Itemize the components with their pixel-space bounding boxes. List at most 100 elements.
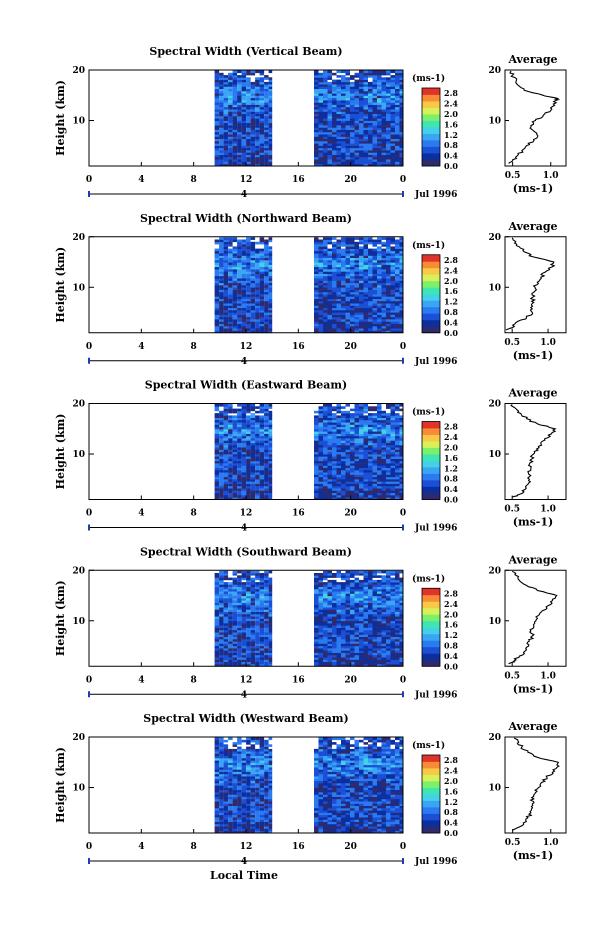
heatmap-cell (223, 634, 229, 637)
heatmap-cell (268, 93, 273, 96)
average-y-tick-label: 20 (488, 400, 501, 410)
heatmap-cell (386, 262, 391, 265)
heatmap-cell (363, 161, 368, 165)
heatmap-cell (214, 241, 220, 245)
heatmap-cell (232, 472, 238, 475)
heatmap-cell (255, 147, 260, 151)
heatmap-cell (363, 440, 368, 443)
heatmap-cell (250, 328, 256, 331)
heatmap-cell (246, 573, 251, 576)
heatmap-cell (255, 460, 260, 464)
heatmap-cell (214, 488, 220, 491)
heatmap-cell (345, 422, 350, 425)
heatmap-cell (332, 431, 337, 434)
heatmap-cell (332, 629, 337, 633)
heatmap-cell (237, 325, 242, 329)
heatmap-cell (255, 275, 260, 279)
heatmap-cell (255, 312, 260, 315)
heatmap-cell (332, 136, 337, 139)
heatmap-cell (237, 285, 242, 288)
heatmap-cell (327, 431, 332, 434)
heatmap-cell (345, 287, 350, 290)
heatmap-cell (386, 438, 391, 441)
heatmap-cell (318, 125, 323, 128)
heatmap-cell (363, 485, 368, 489)
heatmap-cell (219, 269, 224, 272)
heatmap-cell (228, 325, 233, 329)
average-x-tick-label: 1.0 (543, 171, 559, 181)
heatmap-cell (318, 72, 323, 76)
heatmap-cell (214, 298, 220, 302)
colorbar-level-label: 1.2 (444, 463, 458, 473)
heatmap-cell (390, 408, 395, 412)
heatmap-cell (268, 652, 273, 656)
heatmap-cell (318, 129, 323, 133)
heatmap-cell (377, 113, 382, 117)
heatmap-cell (341, 118, 346, 121)
heatmap-cell (219, 417, 224, 421)
heatmap-cell (399, 145, 403, 149)
heatmap-cell (214, 266, 220, 270)
heatmap-cell (368, 465, 373, 468)
heatmap-cell (336, 141, 341, 144)
heatmap-cell (268, 161, 273, 165)
heatmap-cell (336, 460, 341, 464)
heatmap-cell (399, 298, 403, 302)
heatmap-cell (314, 497, 319, 500)
heatmap-cell (377, 323, 382, 327)
heatmap-cell (359, 422, 364, 425)
heatmap-cell (255, 570, 260, 574)
heatmap-cell (381, 104, 386, 108)
heatmap-cell (386, 100, 391, 103)
heatmap-cell (246, 570, 251, 574)
heatmap-cell (268, 262, 273, 265)
heatmap-cell (232, 657, 238, 660)
heatmap-cell (354, 116, 359, 119)
heatmap-cell (228, 253, 233, 256)
heatmap-cell (314, 285, 319, 288)
heatmap-cell (228, 641, 233, 644)
heatmap-cell (214, 584, 220, 587)
heatmap-cell (246, 275, 251, 279)
heatmap-cell (259, 150, 265, 153)
heatmap-cell (232, 415, 238, 418)
heatmap-cell (381, 106, 386, 110)
x-tick-label: 12 (240, 509, 253, 519)
heatmap-cell (250, 588, 256, 592)
heatmap-cell (237, 100, 242, 103)
heatmap-cell (350, 438, 355, 441)
heatmap-cell (372, 490, 377, 493)
heatmap-cell (268, 91, 273, 94)
heatmap-cell (314, 266, 319, 270)
heatmap-cell (350, 285, 355, 288)
heatmap-cell (350, 250, 355, 254)
heatmap-cell (219, 275, 224, 279)
heatmap-cell (223, 248, 229, 252)
heatmap-cell (345, 163, 350, 167)
heatmap-cell (314, 86, 319, 89)
heatmap-cell (345, 479, 350, 482)
heatmap-cell (327, 88, 332, 92)
heatmap-cell (323, 138, 328, 142)
heatmap-cell (399, 147, 403, 151)
heatmap-cell (395, 298, 400, 302)
heatmap-cell (359, 93, 364, 96)
heatmap-cell (223, 143, 229, 146)
heatmap-cell (395, 419, 400, 423)
heatmap-cell (372, 129, 377, 133)
heatmap-cell (336, 602, 341, 606)
colorbar-level-label: 0.8 (444, 307, 458, 317)
heatmap-cell (246, 495, 251, 498)
heatmap-cell (268, 602, 273, 606)
heatmap-cell (359, 289, 364, 293)
heatmap-cell (368, 483, 373, 487)
heatmap-cell (264, 102, 269, 105)
heatmap-cell (232, 307, 238, 311)
heatmap-cell (268, 600, 273, 603)
heatmap-cell (214, 595, 220, 599)
heatmap-cell (363, 81, 368, 85)
heatmap-cell (390, 88, 395, 92)
heatmap-cell (395, 150, 400, 153)
heatmap-cell (255, 454, 260, 457)
heatmap-cell (264, 607, 269, 610)
